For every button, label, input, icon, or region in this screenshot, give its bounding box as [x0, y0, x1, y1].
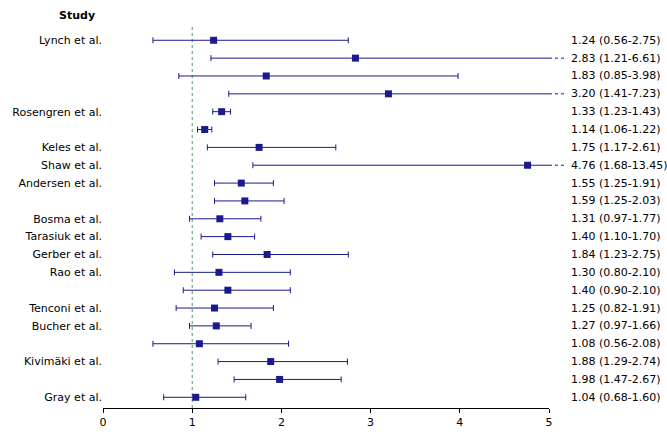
svg-text:3.20 (1.41-7.23): 3.20 (1.41-7.23): [571, 87, 661, 100]
svg-text:1.31 (0.97-1.77): 1.31 (0.97-1.77): [571, 212, 661, 225]
svg-text:Tenconi et al.: Tenconi et al.: [28, 302, 102, 315]
svg-text:Lynch et al.: Lynch et al.: [39, 34, 102, 47]
svg-text:4.76 (1.68-13.45): 4.76 (1.68-13.45): [571, 159, 667, 172]
svg-text:Rao et al.: Rao et al.: [50, 266, 102, 279]
svg-text:1.30 (0.80-2.10): 1.30 (0.80-2.10): [571, 266, 661, 279]
svg-text:2.83 (1.21-6.61): 2.83 (1.21-6.61): [571, 52, 661, 65]
svg-text:1.40 (0.90-2.10): 1.40 (0.90-2.10): [571, 284, 661, 297]
svg-text:1.84 (1.23-2.75): 1.84 (1.23-2.75): [571, 248, 661, 261]
svg-text:Bosma et al.: Bosma et al.: [33, 213, 102, 226]
svg-text:Andersen et al.: Andersen et al.: [18, 177, 102, 190]
svg-text:1.08 (0.56-2.08): 1.08 (0.56-2.08): [571, 337, 661, 350]
svg-text:1.24 (0.56-2.75): 1.24 (0.56-2.75): [571, 34, 661, 47]
svg-text:1.33 (1.23-1.43): 1.33 (1.23-1.43): [571, 105, 661, 118]
svg-text:Keles et al.: Keles et al.: [42, 141, 102, 154]
svg-text:1: 1: [189, 416, 196, 429]
svg-text:Gerber et al.: Gerber et al.: [33, 248, 102, 261]
svg-text:1.40 (1.10-1.70): 1.40 (1.10-1.70): [571, 230, 661, 243]
svg-text:0: 0: [100, 416, 107, 429]
svg-text:1.88 (1.29-2.74): 1.88 (1.29-2.74): [571, 355, 661, 368]
svg-text:1.83 (0.85-3.98): 1.83 (0.85-3.98): [571, 69, 661, 82]
svg-text:Rosengren et al.: Rosengren et al.: [12, 106, 102, 119]
svg-text:Bucher et al.: Bucher et al.: [32, 320, 102, 333]
svg-text:1.25 (0.82-1.91): 1.25 (0.82-1.91): [571, 302, 661, 315]
svg-text:4: 4: [456, 416, 463, 429]
svg-text:Gray et al.: Gray et al.: [44, 391, 102, 404]
svg-text:1.59 (1.25-2.03): 1.59 (1.25-2.03): [571, 194, 661, 207]
svg-text:1.55 (1.25-1.91): 1.55 (1.25-1.91): [571, 177, 661, 190]
svg-text:Study: Study: [59, 9, 95, 22]
svg-text:Kivimäki et al.: Kivimäki et al.: [24, 355, 102, 368]
svg-text:1.75 (1.17-2.61): 1.75 (1.17-2.61): [571, 141, 661, 154]
svg-text:1.04 (0.68-1.60): 1.04 (0.68-1.60): [571, 391, 661, 404]
svg-text:1.98 (1.47-2.67): 1.98 (1.47-2.67): [571, 373, 661, 386]
svg-text:1.27 (0.97-1.66): 1.27 (0.97-1.66): [571, 319, 661, 332]
svg-text:Shaw et al.: Shaw et al.: [41, 159, 102, 172]
svg-text:3: 3: [367, 416, 374, 429]
svg-text:1.14 (1.06-1.22): 1.14 (1.06-1.22): [571, 123, 661, 136]
svg-text:5: 5: [546, 416, 553, 429]
svg-text:Tarasiuk et al.: Tarasiuk et al.: [25, 230, 102, 243]
svg-text:2: 2: [278, 416, 285, 429]
